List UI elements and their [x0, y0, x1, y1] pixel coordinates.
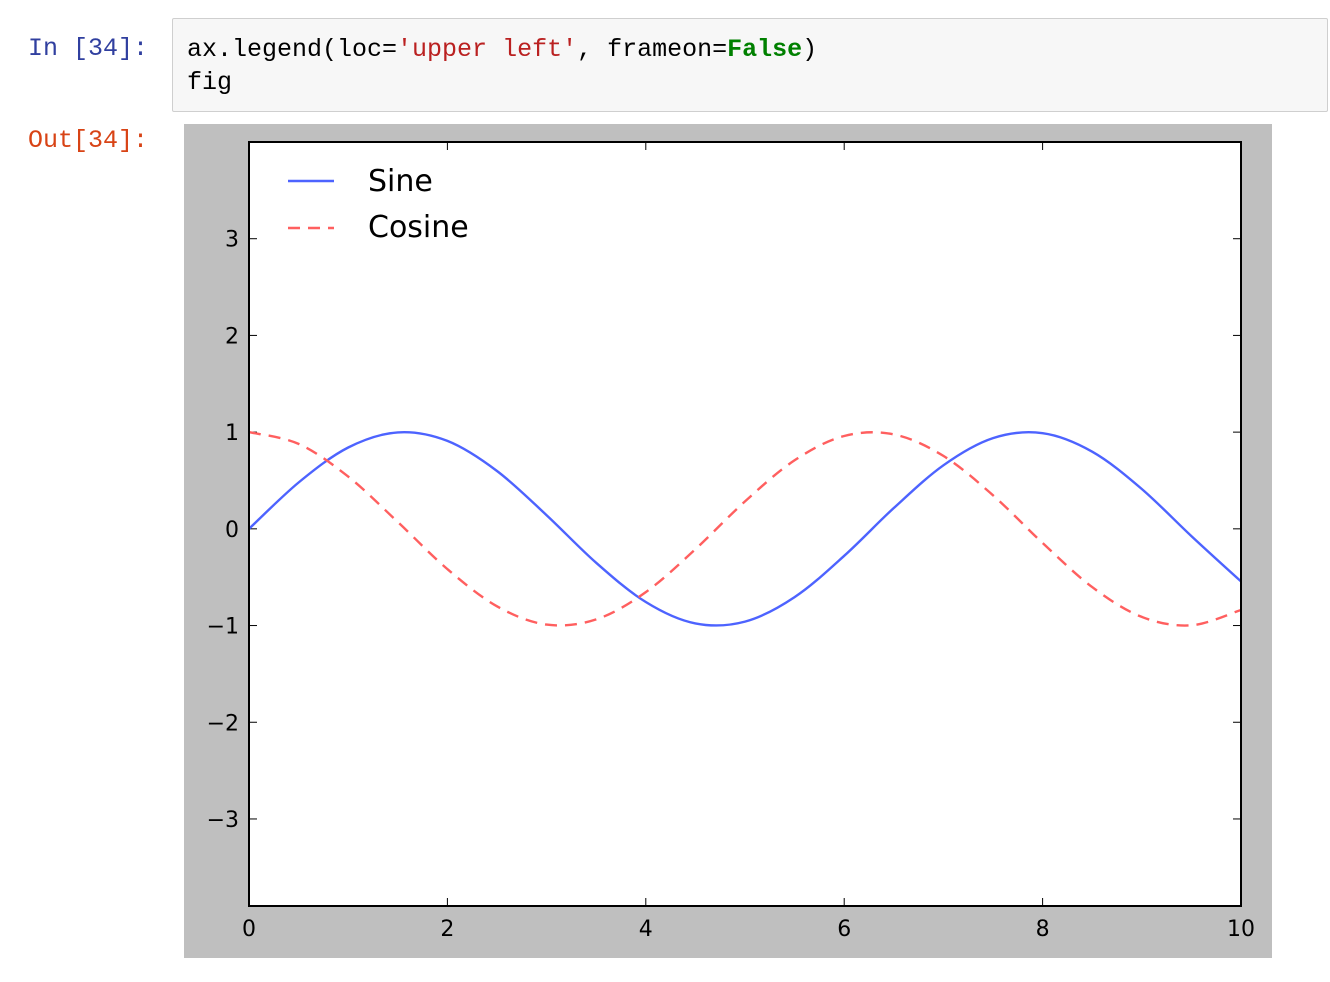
code-line-1: ax.legend(loc='upper left', frameon=Fals…: [187, 33, 1327, 66]
y-tick-label: −1: [207, 615, 239, 640]
input-prompt: In [34]:: [28, 34, 149, 63]
series-line-sine: [248, 430, 1242, 627]
line-chart: 0 2 4 6 8 10 −3 −2 −1 0 1 2 3 Sine Cosine: [207, 141, 1255, 942]
legend-label-cosine: Cosine: [368, 210, 469, 245]
series-lines: [248, 430, 1242, 627]
x-tick-label: 6: [837, 917, 851, 942]
y-tick-label: 0: [225, 518, 239, 543]
y-tick-label: 2: [225, 324, 239, 349]
code-token: ax.legend(loc=: [187, 35, 398, 64]
x-tick-label: 0: [242, 917, 256, 942]
code-keyword-token: False: [727, 35, 803, 64]
plot-area: [249, 142, 1241, 906]
plot-frame: [248, 141, 1242, 907]
output-figure: 0 2 4 6 8 10 −3 −2 −1 0 1 2 3 Sine Cosine: [184, 124, 1272, 958]
y-tick-label: 3: [225, 228, 239, 253]
x-tick-label: 4: [639, 917, 653, 942]
legend-label-sine: Sine: [368, 164, 433, 199]
series-line-cosine: [248, 430, 1242, 627]
y-tick-label: −2: [207, 711, 239, 736]
legend: Sine Cosine: [288, 164, 469, 245]
code-cell-editor[interactable]: ax.legend(loc='upper left', frameon=Fals…: [172, 18, 1328, 112]
code-token: ): [802, 35, 818, 64]
code-token: , frameon=: [577, 35, 728, 64]
x-tick-label: 2: [440, 917, 454, 942]
code-line-2: fig: [187, 68, 233, 97]
y-tick-label: −3: [207, 808, 239, 833]
y-tick-label: 1: [225, 421, 239, 446]
x-tick-label: 10: [1227, 917, 1255, 942]
x-tick-label: 8: [1036, 917, 1050, 942]
output-prompt: Out[34]:: [28, 126, 149, 155]
code-string-token: 'upper left': [397, 35, 578, 64]
axis-ticks: 0 2 4 6 8 10 −3 −2 −1 0 1 2 3: [207, 142, 1255, 942]
